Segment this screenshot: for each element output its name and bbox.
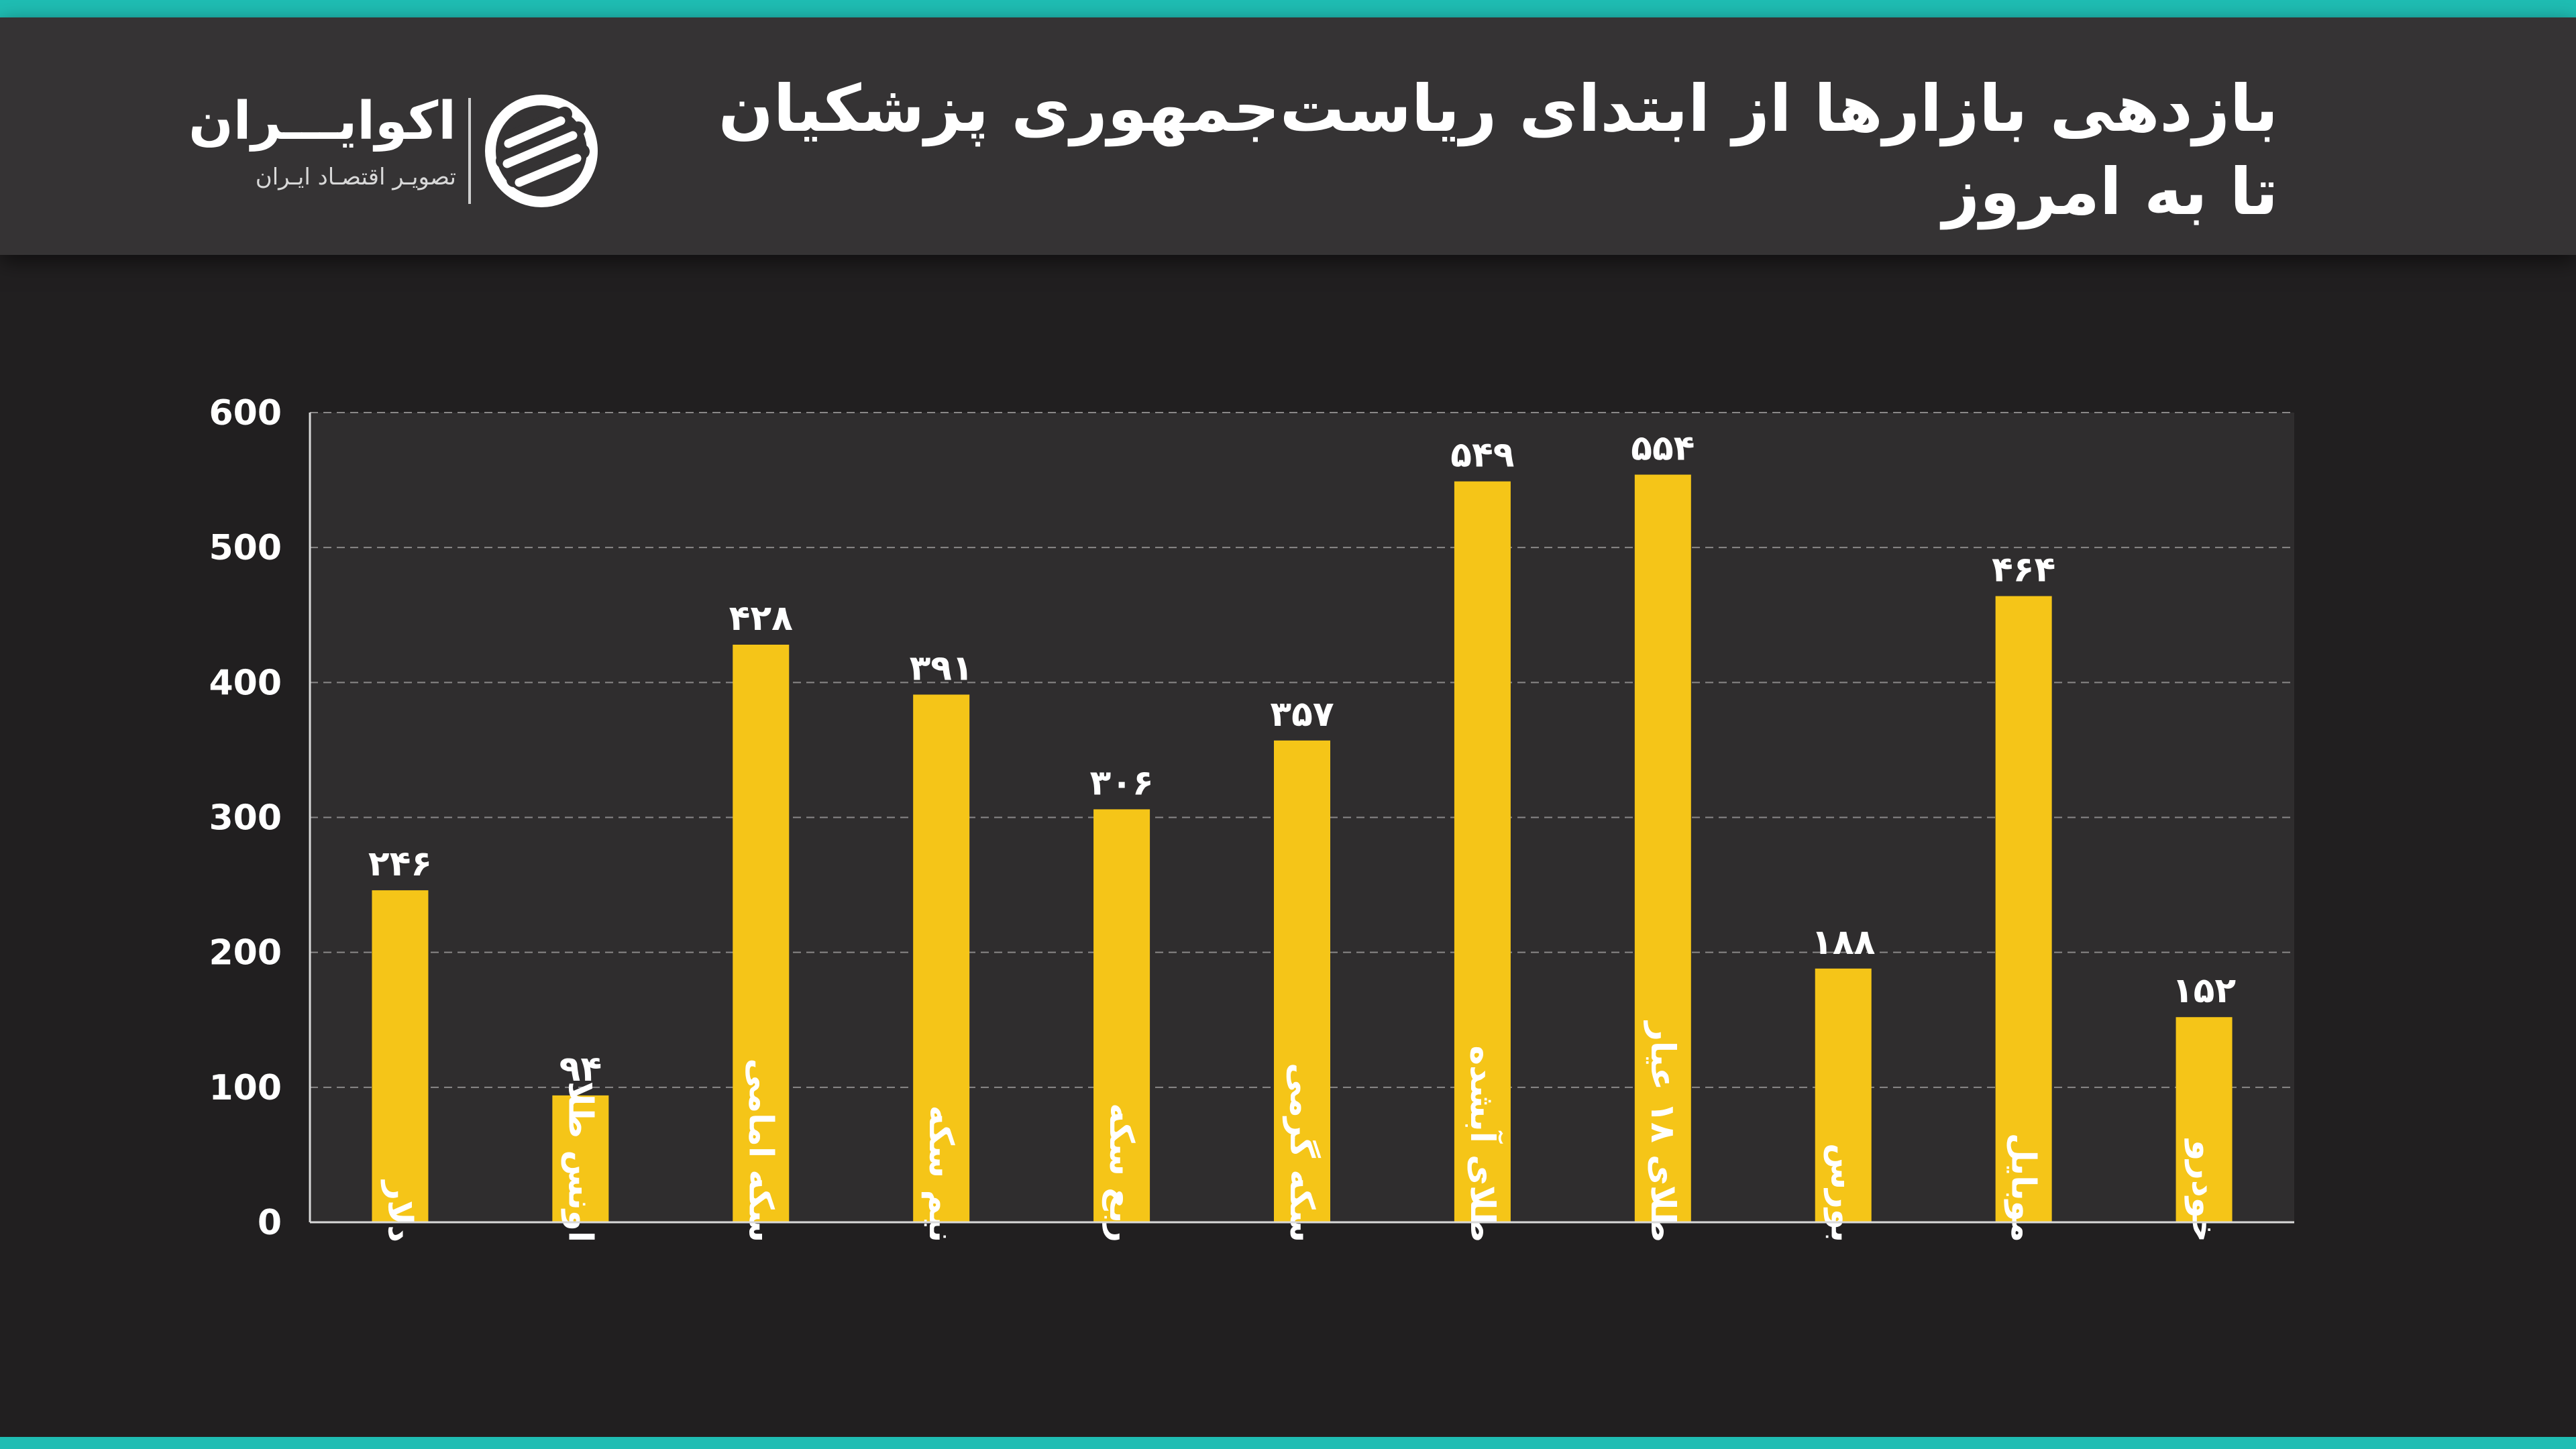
bar-value-label: ۴۲۸ [729,598,793,639]
x-tick-label: بورس [1823,1143,1863,1242]
bar [1454,481,1511,1222]
bar [733,645,790,1222]
bar-value-label: ۵۵۴ [1631,429,1695,469]
bar-value-label: ۹۴ [559,1049,602,1089]
top-accent-bar [0,0,2576,17]
bar [1274,740,1330,1222]
bar-value-label: ۳۹۱ [910,648,973,688]
x-tick-label: سکه امامی [741,1059,780,1242]
bar-value-label: ۳۰۶ [1089,763,1153,803]
bar-value-label: ۴۶۴ [1992,550,2055,590]
logo: اکوایـــران تصویـر اقتصـاد ایـران [189,85,610,219]
ecoiran-logo-icon [485,95,598,207]
logo-divider [468,98,471,204]
bar [1093,809,1150,1222]
bar-value-label: ۳۵۷ [1270,694,1334,735]
x-tick-label: طلای آبشده [1463,1046,1503,1242]
title-line-1: بازدهی بازارها از ابتدای ریاست‌جمهوری پز… [718,71,2278,146]
bar-value-label: ۵۴۹ [1450,435,1514,476]
x-tick-label: نیم سکه [922,1106,961,1242]
axis-layer: 0 100 200 300 400 500 600 [209,393,2294,1243]
logo-name: اکوایـــران [189,91,456,152]
grid-layer [310,412,2294,1088]
bottom-accent-bar [0,1437,2576,1449]
x-tick-label: خودرو [2184,1138,2224,1242]
bar-value-label: ۱۸۸ [1811,922,1875,963]
bar [1634,474,1691,1223]
y-tick-label: 100 [209,1068,282,1108]
x-tick-label: سکه گرمی [1282,1063,1322,1242]
y-tick-label: 600 [209,393,282,433]
bar [1815,968,1872,1222]
bar [372,890,429,1222]
y-tick-label: 300 [209,798,282,839]
bar [913,694,970,1222]
bars-layer [372,474,2233,1223]
bar-value-label: ۱۵۲ [2172,971,2236,1011]
x-tick-label: موبایل [2004,1133,2043,1242]
bar-value-label: ۲۴۶ [368,844,432,884]
y-tick-label: 400 [209,663,282,703]
page-title: بازدهی بازارها از ابتدای ریاست‌جمهوری پز… [718,67,2278,233]
x-tick-label: طلای ۱۸ عیار [1644,1020,1682,1242]
title-line-2: تا به امروز [1942,154,2278,229]
header: بازدهی بازارها از ابتدای ریاست‌جمهوری پز… [0,17,2576,255]
bar [552,1095,609,1222]
y-tick-label: 500 [209,528,282,568]
logo-subtitle: تصویـر اقتصـاد ایـران [255,164,456,191]
x-tick-label: اونس طلا [560,1081,600,1242]
x-tick-label: ربع سکه [1102,1103,1141,1242]
bar [1995,596,2052,1222]
y-tick-label: 0 [258,1203,282,1243]
y-tick-label: 200 [209,933,282,973]
bar [2176,1017,2233,1222]
x-tick-label: دلار [380,1179,419,1242]
